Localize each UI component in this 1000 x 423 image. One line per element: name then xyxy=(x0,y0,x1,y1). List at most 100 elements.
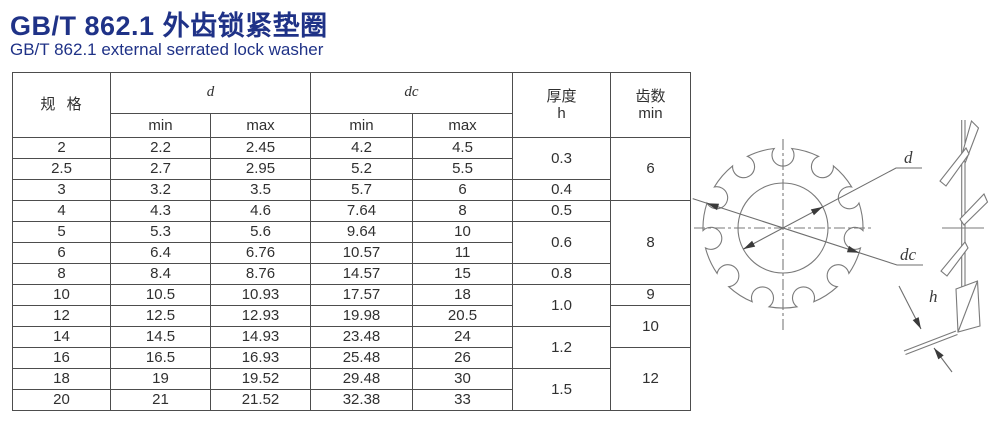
value-cell: 20.5 xyxy=(411,305,514,327)
value-cell: 33 xyxy=(411,389,514,411)
value-cell: 3.5 xyxy=(210,179,311,201)
dimension-line-h xyxy=(898,285,953,373)
value-cell: 21 xyxy=(110,389,211,411)
table-row: 20 21 21.52 32.38 33 xyxy=(12,389,691,411)
technical-drawing: d dc h xyxy=(692,119,989,373)
dimension-line-dc xyxy=(692,198,923,266)
value-cell: 16.93 xyxy=(210,347,311,369)
value-cell: 8.76 xyxy=(210,263,311,285)
teeth-cell: 8 xyxy=(610,200,692,285)
spec-cell: 10 xyxy=(12,284,111,306)
value-cell: 5.5 xyxy=(411,158,514,180)
value-cell: 16.5 xyxy=(110,347,211,369)
header-d: d xyxy=(110,72,311,114)
side-tooth xyxy=(939,146,970,187)
thickness-cell: 0.5 xyxy=(512,200,612,222)
table-row: 4 4.3 4.6 7.64 8 0.5 8 xyxy=(12,200,692,285)
value-cell: 8 xyxy=(411,200,514,222)
dimension-label-h: h xyxy=(929,287,938,306)
value-cell: 19.52 xyxy=(210,368,311,390)
table-row: 14 14.5 14.93 23.48 24 1.2 xyxy=(12,326,691,369)
header-dc-min: min xyxy=(310,113,413,138)
value-cell: 15 xyxy=(411,263,514,285)
side-tooth xyxy=(940,240,969,277)
value-cell: 4.3 xyxy=(110,200,211,222)
value-cell: 18 xyxy=(411,284,514,306)
value-cell: 10 xyxy=(411,221,514,243)
value-cell: 6 xyxy=(411,179,514,201)
table-row: 16 16.5 16.93 25.48 26 12 xyxy=(12,347,692,411)
spec-cell: 4 xyxy=(12,200,111,222)
teeth-cell: 6 xyxy=(610,137,692,201)
value-cell: 5.7 xyxy=(310,179,413,201)
header-teeth-min: min xyxy=(638,105,663,122)
page-title: GB/T 862.1 外齿锁紧垫圈 xyxy=(10,11,328,41)
value-cell: 12.5 xyxy=(110,305,211,327)
spec-cell: 14 xyxy=(12,326,111,348)
value-cell: 4.2 xyxy=(310,137,413,159)
dimension-label-dc: dc xyxy=(900,245,917,264)
value-cell: 4.6 xyxy=(210,200,311,222)
page-subtitle: GB/T 862.1 external serrated lock washer xyxy=(10,40,324,59)
table-row: 3 3.2 3.5 5.7 6 0.4 xyxy=(12,179,691,201)
spec-cell: 2 xyxy=(12,137,111,159)
value-cell: 29.48 xyxy=(310,368,413,390)
spec-cell: 5 xyxy=(12,221,111,243)
thickness-cell: 1.2 xyxy=(512,326,612,369)
teeth-cell: 9 xyxy=(610,284,692,306)
table-row: 2.5 2.7 2.95 5.2 5.5 xyxy=(12,158,691,180)
thickness-cell: 0.6 xyxy=(512,221,612,264)
washer-front-view xyxy=(692,139,923,330)
value-cell: 7.64 xyxy=(310,200,413,222)
value-cell: 25.48 xyxy=(310,347,413,369)
value-cell: 23.48 xyxy=(310,326,413,348)
table-row: 18 19 19.52 29.48 30 1.5 xyxy=(12,368,691,411)
inner-circle xyxy=(737,182,829,274)
dimension-label-d: d xyxy=(904,148,913,167)
value-cell: 14.93 xyxy=(210,326,311,348)
thickness-cell: 0.4 xyxy=(512,179,612,201)
value-cell: 6.76 xyxy=(210,242,311,264)
header-d-max: max xyxy=(210,113,311,138)
thickness-cell: 1.0 xyxy=(512,284,612,327)
spec-table: 规 格 d dc 厚度 h 齿数 min min max min max 2 2… xyxy=(12,72,692,411)
value-cell: 11 xyxy=(411,242,514,264)
value-cell: 14.5 xyxy=(110,326,211,348)
value-cell: 5.6 xyxy=(210,221,311,243)
value-cell: 17.57 xyxy=(310,284,413,306)
header-d-min: min xyxy=(110,113,211,138)
value-cell: 6.4 xyxy=(110,242,211,264)
spec-cell: 20 xyxy=(12,389,111,411)
teeth-cell: 10 xyxy=(610,305,692,348)
value-cell: 10.93 xyxy=(210,284,311,306)
header-teeth: 齿数 min xyxy=(610,72,692,138)
dimension-line-d xyxy=(743,167,922,250)
header-dc: dc xyxy=(309,72,514,114)
table-row: 6 6.4 6.76 10.57 11 xyxy=(12,242,691,264)
header-thickness-symbol: h xyxy=(557,105,566,122)
value-cell: 12.93 xyxy=(210,305,311,327)
value-cell: 19 xyxy=(110,368,211,390)
header-teeth-cn: 齿数 xyxy=(635,87,666,105)
value-cell: 19.98 xyxy=(310,305,413,327)
value-cell: 4.5 xyxy=(411,137,514,159)
spec-cell: 18 xyxy=(12,368,111,390)
table-row: 2 2.2 2.45 4.2 4.5 0.3 6 xyxy=(12,137,692,201)
thickness-cell: 0.3 xyxy=(512,137,612,180)
header-thickness: 厚度 h xyxy=(512,72,612,138)
value-cell: 30 xyxy=(411,368,514,390)
header-dc-max: max xyxy=(411,113,514,138)
spec-cell: 8 xyxy=(12,263,111,285)
thickness-cell: 0.8 xyxy=(512,263,612,285)
value-cell: 21.52 xyxy=(210,389,311,411)
spec-cell: 2.5 xyxy=(12,158,111,180)
value-cell: 8.4 xyxy=(110,263,211,285)
value-cell: 10.57 xyxy=(310,242,413,264)
value-cell: 5.3 xyxy=(110,221,211,243)
thickness-cell: 1.5 xyxy=(512,368,612,411)
value-cell: 2.7 xyxy=(110,158,211,180)
value-cell: 2.45 xyxy=(210,137,311,159)
washer-side-view xyxy=(898,119,989,373)
teeth-cell: 12 xyxy=(610,347,692,411)
value-cell: 9.64 xyxy=(310,221,413,243)
